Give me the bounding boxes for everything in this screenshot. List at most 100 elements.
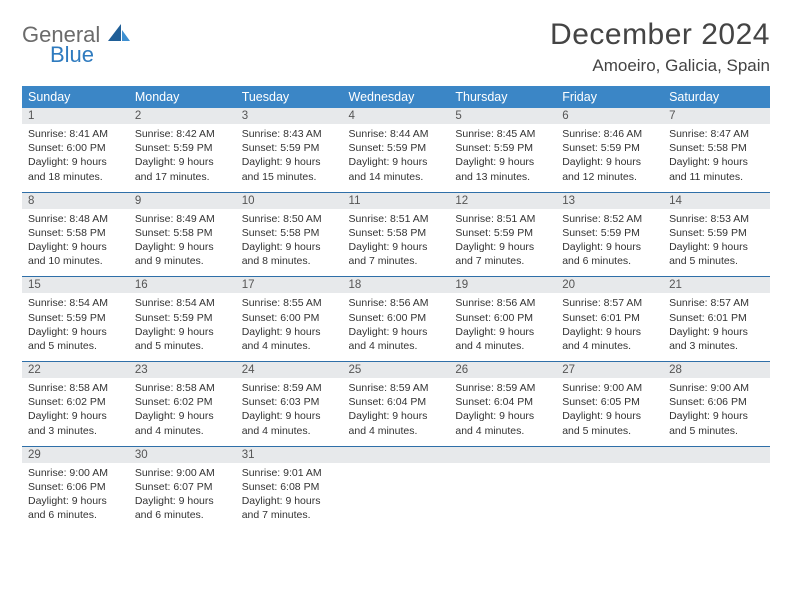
sunset-line: Sunset: 6:05 PM xyxy=(562,395,657,409)
sunset-line: Sunset: 5:58 PM xyxy=(349,226,444,240)
day-body: Sunrise: 8:57 AMSunset: 6:01 PMDaylight:… xyxy=(663,293,770,361)
day-cell: 12Sunrise: 8:51 AMSunset: 5:59 PMDayligh… xyxy=(449,192,556,277)
dow-saturday: Saturday xyxy=(663,86,770,108)
sunrise-line: Sunrise: 8:54 AM xyxy=(135,296,230,310)
day-body: Sunrise: 8:58 AMSunset: 6:02 PMDaylight:… xyxy=(22,378,129,446)
daylight-line-2: and 5 minutes. xyxy=(135,339,230,353)
day-cell: 24Sunrise: 8:59 AMSunset: 6:03 PMDayligh… xyxy=(236,362,343,447)
sunrise-line: Sunrise: 8:42 AM xyxy=(135,127,230,141)
sunrise-line: Sunrise: 8:44 AM xyxy=(349,127,444,141)
daylight-line-2: and 5 minutes. xyxy=(28,339,123,353)
day-body: Sunrise: 8:42 AMSunset: 5:59 PMDaylight:… xyxy=(129,124,236,192)
day-body xyxy=(663,463,770,523)
sunset-line: Sunset: 5:59 PM xyxy=(669,226,764,240)
day-number: 6 xyxy=(556,108,663,124)
sunrise-line: Sunrise: 8:49 AM xyxy=(135,212,230,226)
sail-icon xyxy=(108,29,130,46)
day-cell: 22Sunrise: 8:58 AMSunset: 6:02 PMDayligh… xyxy=(22,362,129,447)
daylight-line-1: Daylight: 9 hours xyxy=(349,325,444,339)
sunset-line: Sunset: 5:59 PM xyxy=(135,311,230,325)
daylight-line-2: and 5 minutes. xyxy=(562,424,657,438)
sunrise-line: Sunrise: 8:54 AM xyxy=(28,296,123,310)
daylight-line-1: Daylight: 9 hours xyxy=(28,155,123,169)
day-body: Sunrise: 8:51 AMSunset: 5:59 PMDaylight:… xyxy=(449,209,556,277)
daylight-line-2: and 7 minutes. xyxy=(242,508,337,522)
daylight-line-2: and 9 minutes. xyxy=(135,254,230,268)
day-body: Sunrise: 8:45 AMSunset: 5:59 PMDaylight:… xyxy=(449,124,556,192)
day-cell: 6Sunrise: 8:46 AMSunset: 5:59 PMDaylight… xyxy=(556,108,663,192)
day-body: Sunrise: 9:00 AMSunset: 6:05 PMDaylight:… xyxy=(556,378,663,446)
logo-text: General Blue xyxy=(22,24,130,66)
daylight-line-2: and 4 minutes. xyxy=(242,424,337,438)
daylight-line-1: Daylight: 9 hours xyxy=(455,409,550,423)
daylight-line-1: Daylight: 9 hours xyxy=(455,155,550,169)
daylight-line-1: Daylight: 9 hours xyxy=(242,155,337,169)
sunset-line: Sunset: 6:04 PM xyxy=(455,395,550,409)
day-cell: 29Sunrise: 9:00 AMSunset: 6:06 PMDayligh… xyxy=(22,446,129,530)
day-body: Sunrise: 8:52 AMSunset: 5:59 PMDaylight:… xyxy=(556,209,663,277)
dow-monday: Monday xyxy=(129,86,236,108)
sunset-line: Sunset: 5:58 PM xyxy=(669,141,764,155)
day-body: Sunrise: 8:56 AMSunset: 6:00 PMDaylight:… xyxy=(343,293,450,361)
day-cell: 14Sunrise: 8:53 AMSunset: 5:59 PMDayligh… xyxy=(663,192,770,277)
daylight-line-1: Daylight: 9 hours xyxy=(669,325,764,339)
day-body: Sunrise: 8:44 AMSunset: 5:59 PMDaylight:… xyxy=(343,124,450,192)
day-cell: 4Sunrise: 8:44 AMSunset: 5:59 PMDaylight… xyxy=(343,108,450,192)
sunrise-line: Sunrise: 8:45 AM xyxy=(455,127,550,141)
sunrise-line: Sunrise: 8:48 AM xyxy=(28,212,123,226)
day-number: 1 xyxy=(22,108,129,124)
sunset-line: Sunset: 6:03 PM xyxy=(242,395,337,409)
day-cell xyxy=(449,446,556,530)
daylight-line-2: and 4 minutes. xyxy=(455,424,550,438)
dow-sunday: Sunday xyxy=(22,86,129,108)
dow-friday: Friday xyxy=(556,86,663,108)
daylight-line-2: and 3 minutes. xyxy=(669,339,764,353)
day-cell: 17Sunrise: 8:55 AMSunset: 6:00 PMDayligh… xyxy=(236,277,343,362)
sunrise-line: Sunrise: 9:00 AM xyxy=(135,466,230,480)
sunset-line: Sunset: 5:59 PM xyxy=(242,141,337,155)
daylight-line-2: and 5 minutes. xyxy=(669,254,764,268)
daylight-line-2: and 4 minutes. xyxy=(349,339,444,353)
sunset-line: Sunset: 5:59 PM xyxy=(455,141,550,155)
daylight-line-1: Daylight: 9 hours xyxy=(562,325,657,339)
daylight-line-1: Daylight: 9 hours xyxy=(135,409,230,423)
day-cell: 15Sunrise: 8:54 AMSunset: 5:59 PMDayligh… xyxy=(22,277,129,362)
title-block: December 2024 Amoeiro, Galicia, Spain xyxy=(550,18,770,76)
daylight-line-2: and 18 minutes. xyxy=(28,170,123,184)
daylight-line-1: Daylight: 9 hours xyxy=(28,325,123,339)
calendar-table: Sunday Monday Tuesday Wednesday Thursday… xyxy=(22,86,770,530)
daylight-line-2: and 15 minutes. xyxy=(242,170,337,184)
sunrise-line: Sunrise: 8:59 AM xyxy=(455,381,550,395)
sunrise-line: Sunrise: 8:53 AM xyxy=(669,212,764,226)
daylight-line-1: Daylight: 9 hours xyxy=(669,155,764,169)
week-row: 22Sunrise: 8:58 AMSunset: 6:02 PMDayligh… xyxy=(22,362,770,447)
day-number xyxy=(663,447,770,463)
day-body: Sunrise: 8:48 AMSunset: 5:58 PMDaylight:… xyxy=(22,209,129,277)
sunset-line: Sunset: 6:06 PM xyxy=(28,480,123,494)
daylight-line-1: Daylight: 9 hours xyxy=(135,325,230,339)
day-number: 12 xyxy=(449,193,556,209)
daylight-line-2: and 13 minutes. xyxy=(455,170,550,184)
sunrise-line: Sunrise: 8:51 AM xyxy=(455,212,550,226)
sunrise-line: Sunrise: 8:56 AM xyxy=(349,296,444,310)
calendar-page: General Blue December 2024 Amoeiro, Gali… xyxy=(0,0,792,548)
day-number: 28 xyxy=(663,362,770,378)
day-number: 9 xyxy=(129,193,236,209)
day-cell: 5Sunrise: 8:45 AMSunset: 5:59 PMDaylight… xyxy=(449,108,556,192)
day-number xyxy=(556,447,663,463)
sunset-line: Sunset: 5:58 PM xyxy=(242,226,337,240)
day-body: Sunrise: 9:00 AMSunset: 6:06 PMDaylight:… xyxy=(663,378,770,446)
daylight-line-1: Daylight: 9 hours xyxy=(562,240,657,254)
sunrise-line: Sunrise: 9:00 AM xyxy=(669,381,764,395)
sunset-line: Sunset: 6:04 PM xyxy=(349,395,444,409)
daylight-line-1: Daylight: 9 hours xyxy=(562,155,657,169)
daylight-line-2: and 11 minutes. xyxy=(669,170,764,184)
week-row: 8Sunrise: 8:48 AMSunset: 5:58 PMDaylight… xyxy=(22,192,770,277)
day-number: 27 xyxy=(556,362,663,378)
day-number: 15 xyxy=(22,277,129,293)
sunset-line: Sunset: 6:01 PM xyxy=(562,311,657,325)
sunrise-line: Sunrise: 8:46 AM xyxy=(562,127,657,141)
daylight-line-1: Daylight: 9 hours xyxy=(349,240,444,254)
daylight-line-2: and 14 minutes. xyxy=(349,170,444,184)
day-number: 17 xyxy=(236,277,343,293)
